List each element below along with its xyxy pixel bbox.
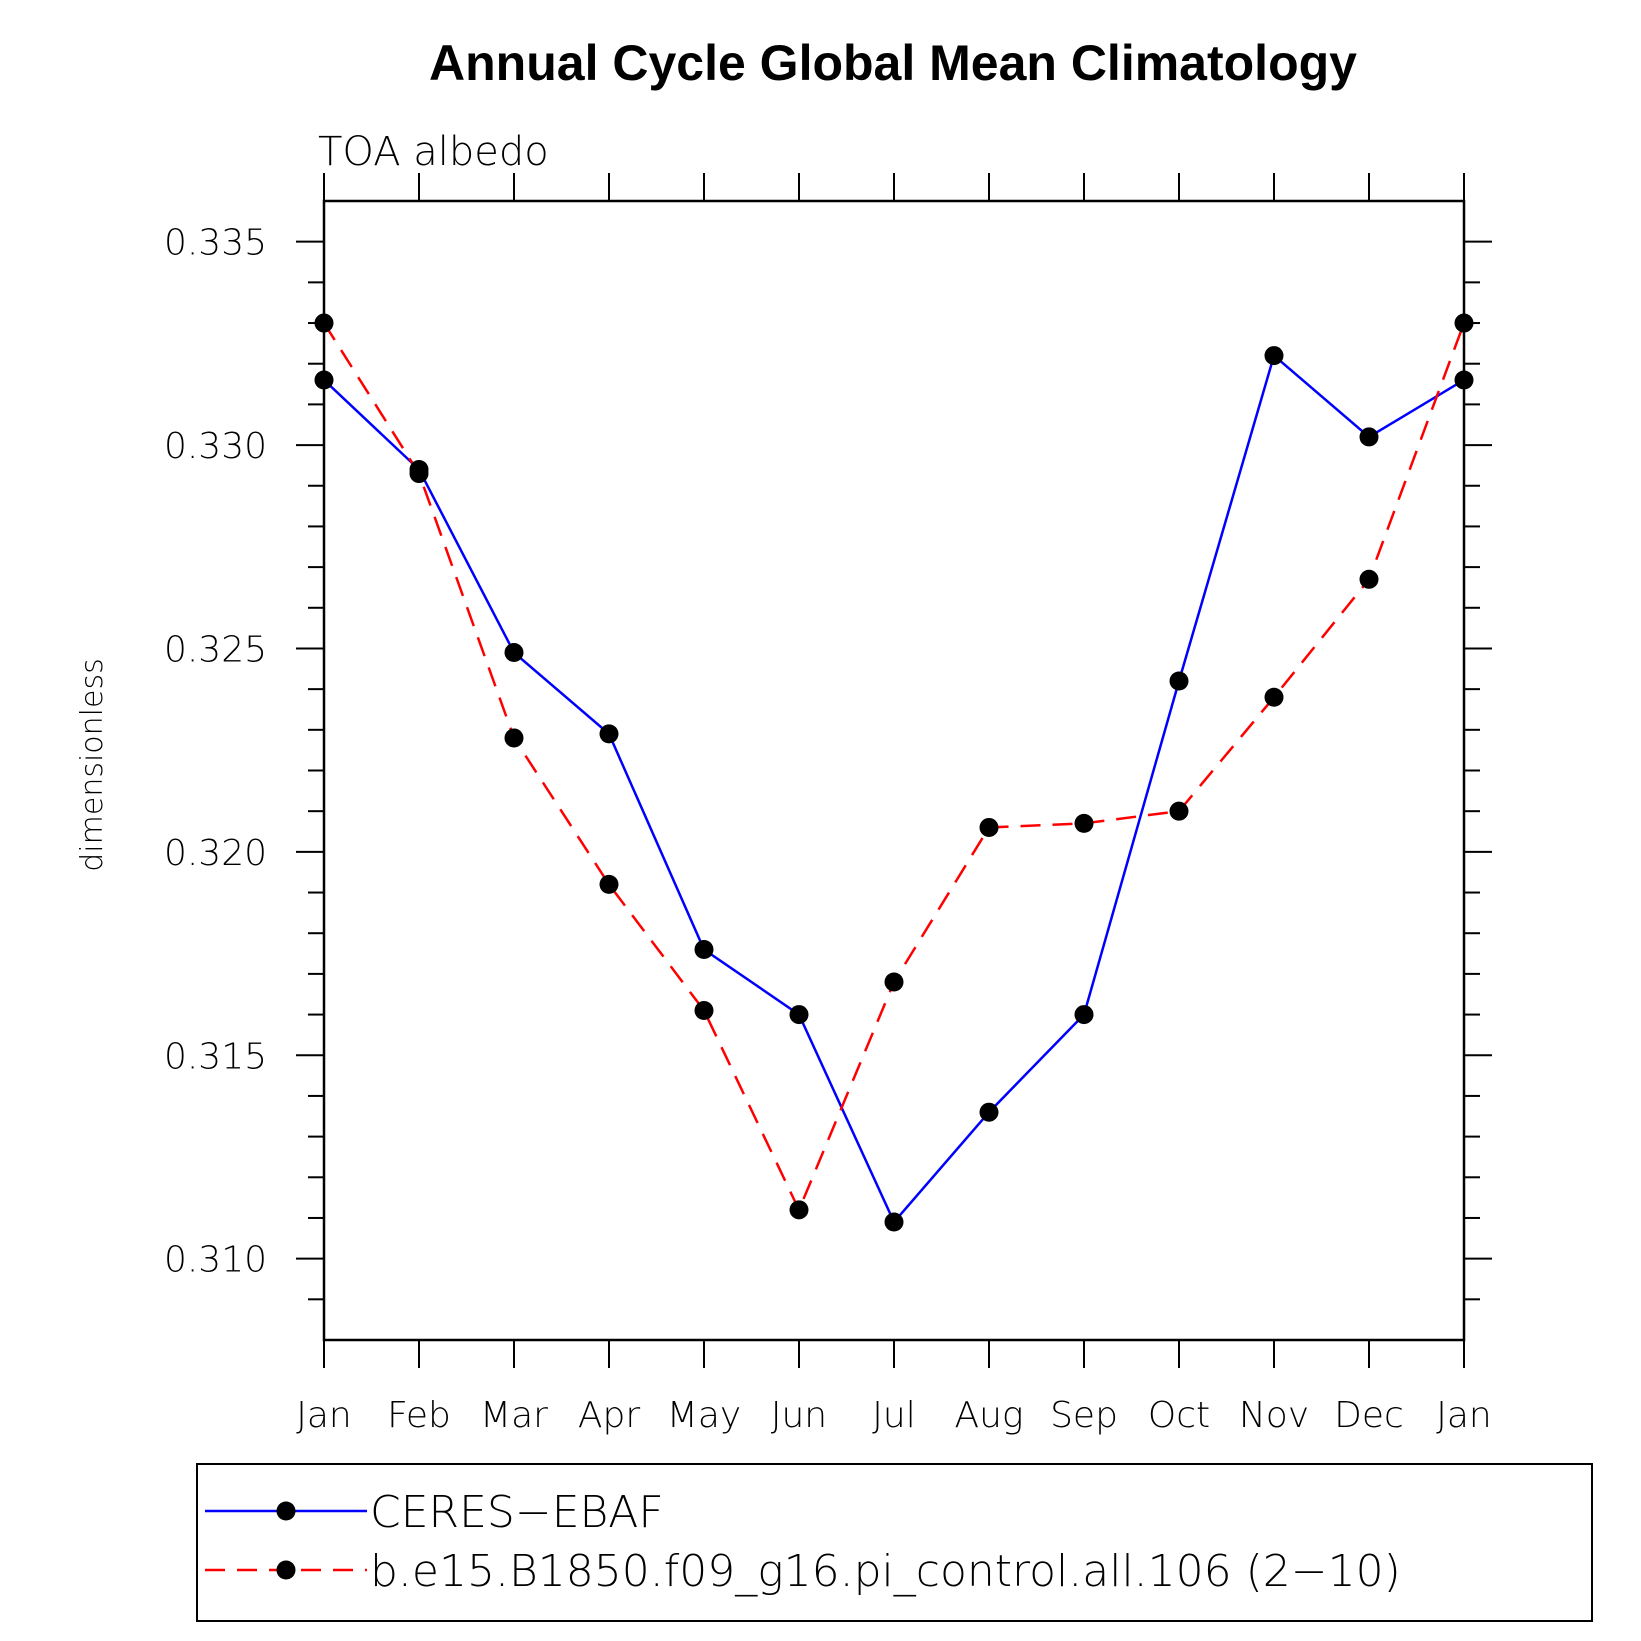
- x-tick-label: Sep: [1050, 1395, 1118, 1436]
- data-point-series-2: [789, 1200, 809, 1220]
- data-point-series-2: [694, 1001, 714, 1021]
- legend-marker-1: [276, 1501, 296, 1521]
- x-tick-label: Aug: [954, 1395, 1023, 1436]
- chart-title: Annual Cycle Global Mean Climatology: [429, 35, 1357, 91]
- y-axis-label: dimensionless: [75, 658, 110, 871]
- legend: CERES−EBAF b.e15.B1850.f09_g16.pi_control…: [205, 1487, 1401, 1597]
- y-tick-label: 0.315: [164, 1036, 267, 1077]
- data-point-series-2: [1264, 687, 1284, 707]
- data-point-series-1: [1454, 370, 1474, 390]
- x-tick-label: Jun: [771, 1395, 827, 1436]
- data-point-series-1: [1264, 346, 1284, 366]
- data-point-series-1: [1359, 427, 1379, 447]
- x-tick-label: Mar: [480, 1395, 548, 1436]
- legend-marker-2: [276, 1560, 296, 1580]
- data-point-series-1: [599, 724, 619, 744]
- data-point-series-2: [504, 728, 524, 748]
- x-tick-label: Jan: [1436, 1395, 1492, 1436]
- legend-box: [196, 1463, 1593, 1622]
- data-point-series-2: [1454, 313, 1474, 333]
- data-point-series-1: [1074, 1005, 1094, 1025]
- y-tick-label: 0.320: [164, 833, 267, 874]
- x-tick-label: Feb: [387, 1395, 451, 1436]
- data-point-series-2: [1074, 813, 1094, 833]
- x-tick-label: Nov: [1239, 1395, 1309, 1436]
- data-point-series-2: [409, 464, 429, 484]
- y-tick-label: 0.330: [164, 426, 267, 467]
- data-point-series-1: [1169, 671, 1189, 691]
- y-tick-label: 0.310: [164, 1240, 267, 1281]
- data-point-series-2: [314, 313, 334, 333]
- x-tick-label: May: [667, 1395, 741, 1436]
- data-point-series-2: [884, 972, 904, 992]
- x-tick-label: Jan: [296, 1395, 352, 1436]
- x-tick-label: Jul: [872, 1395, 915, 1436]
- legend-label-2: b.e15.B1850.f09_g16.pi_control.all.106 (…: [370, 1546, 1401, 1597]
- data-point-series-2: [1169, 801, 1189, 821]
- data-point-series-2: [599, 874, 619, 894]
- y-tick-label: 0.335: [164, 223, 267, 264]
- x-tick-label: Apr: [578, 1395, 640, 1436]
- data-point-series-1: [789, 1005, 809, 1025]
- chart-subtitle: TOA albedo: [318, 129, 549, 175]
- data-point-series-1: [314, 370, 334, 390]
- data-point-series-1: [884, 1212, 904, 1232]
- series-line-1: [323, 353, 1465, 1225]
- legend-label-1: CERES−EBAF: [370, 1487, 664, 1538]
- axes-group: 0.310 0.315 0.320 0.325 0.330 0.335 Jan Feb Mar A…: [164, 173, 1492, 1436]
- data-point-series-1: [979, 1102, 999, 1122]
- series-line-2: [322, 322, 1466, 1213]
- data-point-series-1: [504, 643, 524, 663]
- x-tick-label: Oct: [1148, 1395, 1210, 1436]
- data-point-series-2: [979, 817, 999, 837]
- data-point-series-2: [1359, 569, 1379, 589]
- y-tick-label: 0.325: [164, 629, 267, 670]
- series-group: [314, 313, 1474, 1232]
- x-tick-label: Dec: [1334, 1395, 1404, 1436]
- data-point-series-1: [694, 939, 714, 959]
